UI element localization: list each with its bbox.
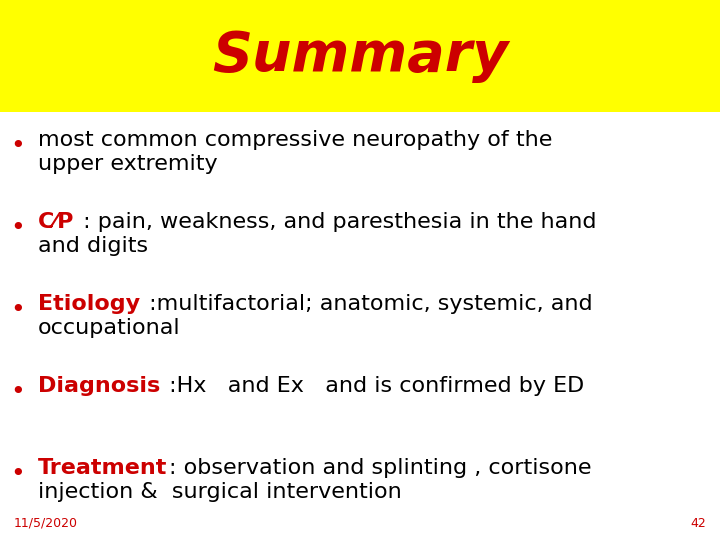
- Text: •: •: [11, 216, 25, 240]
- Text: •: •: [11, 134, 25, 158]
- Text: Summary: Summary: [212, 29, 508, 83]
- Text: : pain, weakness, and paresthesia in the hand: : pain, weakness, and paresthesia in the…: [76, 212, 597, 232]
- Text: most common compressive neuropathy of the: most common compressive neuropathy of th…: [38, 130, 552, 150]
- Text: •: •: [11, 298, 25, 322]
- Text: :multifactorial; anatomic, systemic, and: :multifactorial; anatomic, systemic, and: [142, 294, 593, 314]
- Text: •: •: [11, 380, 25, 404]
- Text: •: •: [11, 462, 25, 486]
- Bar: [0, 0, 720, 112]
- Text: 11/5/2020: 11/5/2020: [14, 517, 78, 530]
- Text: Treatment: Treatment: [38, 458, 167, 478]
- Text: C⁄P: C⁄P: [38, 212, 74, 232]
- Text: occupational: occupational: [38, 318, 181, 338]
- Text: upper extremity: upper extremity: [38, 154, 217, 174]
- Text: :Hx   and Ex   and is confirmed by ED: :Hx and Ex and is confirmed by ED: [162, 376, 585, 396]
- Text: and digits: and digits: [38, 236, 148, 256]
- Text: Etiology: Etiology: [38, 294, 140, 314]
- Text: 42: 42: [690, 517, 706, 530]
- Text: injection &  surgical intervention: injection & surgical intervention: [38, 482, 402, 502]
- Text: Diagnosis: Diagnosis: [38, 376, 161, 396]
- Text: : observation and splinting , cortisone: : observation and splinting , cortisone: [169, 458, 592, 478]
